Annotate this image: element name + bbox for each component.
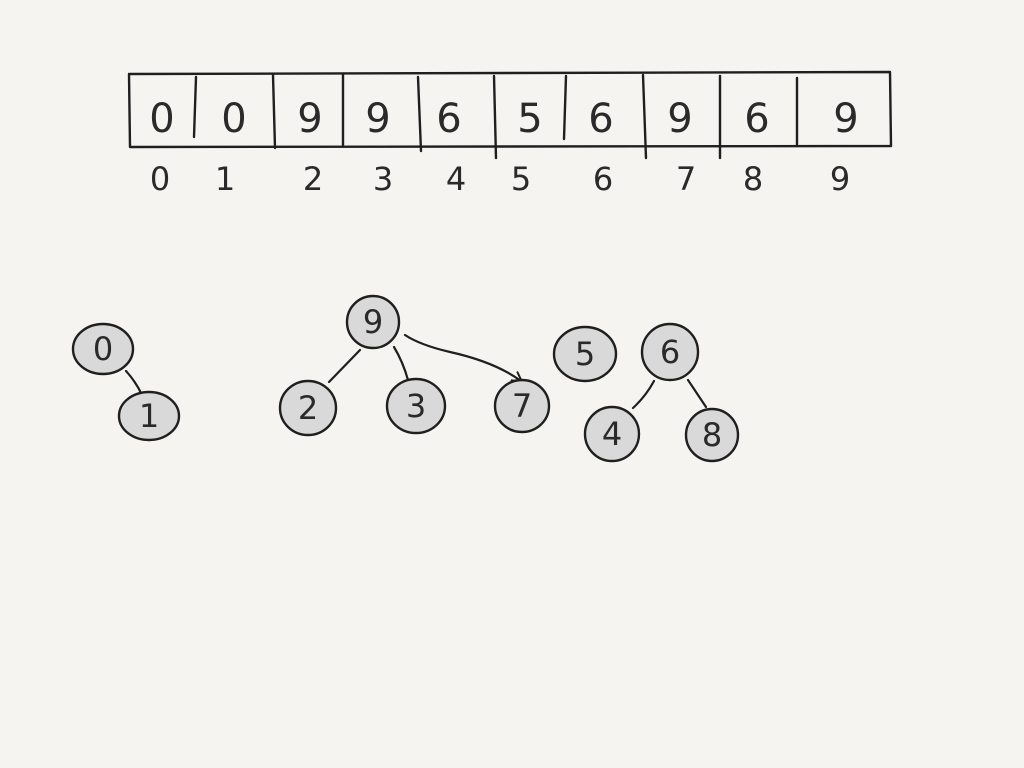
parent-edge bbox=[124, 369, 144, 397]
tree-node-label: 8 bbox=[702, 416, 722, 454]
tree-node: 3 bbox=[385, 377, 447, 435]
tree-node: 6 bbox=[640, 322, 700, 382]
array-cell-value: 6 bbox=[436, 96, 461, 142]
array-index-label: 3 bbox=[373, 160, 393, 198]
array-dividers bbox=[192, 72, 799, 160]
array-divider bbox=[641, 73, 648, 160]
tree-node-circle bbox=[640, 322, 700, 382]
tree-node: 1 bbox=[117, 390, 181, 442]
array-cell-value: 0 bbox=[149, 96, 174, 142]
tree-node-label: 5 bbox=[575, 335, 595, 373]
array-indices: 0 1 2 3 4 5 6 7 8 9 bbox=[150, 160, 850, 198]
array-outline bbox=[127, 70, 893, 149]
tree-node-circle bbox=[493, 378, 551, 434]
array-index-label: 6 bbox=[593, 160, 613, 198]
tree-node: 4 bbox=[583, 405, 641, 463]
array-index-label: 0 bbox=[150, 160, 170, 198]
tree-node: 2 bbox=[278, 379, 338, 437]
tree-node: 7 bbox=[493, 378, 551, 434]
array-cell-value: 9 bbox=[297, 96, 322, 142]
array-divider bbox=[192, 75, 198, 139]
array-divider bbox=[416, 75, 423, 153]
array-index-label: 8 bbox=[743, 160, 763, 198]
parent-edge bbox=[686, 378, 708, 409]
array-index-label: 1 bbox=[215, 160, 235, 198]
array-cell-value: 6 bbox=[744, 96, 769, 142]
array-divider bbox=[562, 74, 568, 141]
tree-node-circle bbox=[71, 322, 135, 376]
array-index-label: 7 bbox=[676, 160, 696, 198]
array-index-label: 4 bbox=[446, 160, 466, 198]
parent-arrow-edge bbox=[403, 333, 523, 383]
array-cell-value: 6 bbox=[588, 96, 613, 142]
tree-node-circle bbox=[385, 377, 447, 435]
tree-node-circle bbox=[117, 390, 181, 442]
array-index-label: 5 bbox=[511, 160, 531, 198]
tree-node-circle bbox=[552, 325, 618, 383]
tree-node-circle bbox=[345, 294, 401, 350]
tree-node-label: 7 bbox=[512, 387, 532, 425]
parent-edge bbox=[327, 348, 362, 384]
tree-node: 8 bbox=[684, 407, 740, 463]
parent-edge bbox=[392, 345, 410, 382]
tree-node: 9 bbox=[345, 294, 401, 350]
array-cell-value: 9 bbox=[667, 96, 692, 142]
array-divider bbox=[271, 73, 277, 150]
array-cell-value: 5 bbox=[517, 96, 542, 142]
tree-node-label: 9 bbox=[363, 303, 383, 341]
tree-node-label: 1 bbox=[139, 397, 159, 435]
tree-node-circle bbox=[684, 407, 740, 463]
array-index-label: 2 bbox=[303, 160, 323, 198]
tree-node-label: 0 bbox=[93, 330, 113, 368]
tree-node-label: 6 bbox=[660, 333, 680, 371]
tree-node-label: 2 bbox=[298, 389, 318, 427]
forest-nodes: 01 9 2 3 7 5 6 4 8 bbox=[71, 294, 740, 463]
tree-node-circle bbox=[278, 379, 338, 437]
array-index-label: 9 bbox=[830, 160, 850, 198]
array-divider bbox=[492, 74, 498, 160]
array-cell-value: 9 bbox=[365, 96, 390, 142]
tree-node-label: 4 bbox=[602, 415, 622, 453]
tree-node: 5 bbox=[552, 325, 618, 383]
tree-node: 0 bbox=[71, 322, 135, 376]
array-cell-value: 0 bbox=[221, 96, 246, 142]
tree-node-label: 3 bbox=[406, 387, 426, 425]
tree-node-circle bbox=[583, 405, 641, 463]
parent-edge bbox=[631, 379, 656, 410]
array-cell-value: 9 bbox=[833, 96, 858, 142]
